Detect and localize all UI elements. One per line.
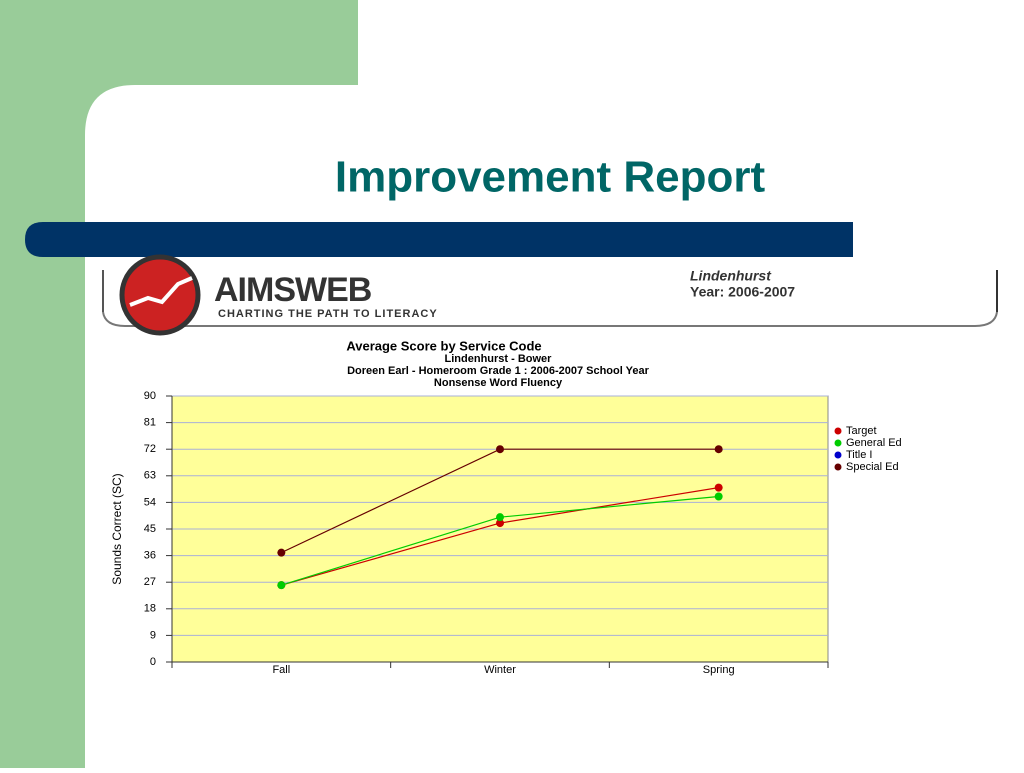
data-point [496, 519, 504, 528]
y-tick-label: 90 [144, 390, 156, 402]
legend-label: Target [846, 425, 877, 437]
logo-mark [119, 254, 201, 336]
legend-marker [834, 439, 842, 447]
y-tick-label: 45 [144, 523, 156, 535]
y-tick-label: 36 [144, 550, 156, 562]
y-tick-label: 27 [144, 576, 156, 588]
data-point [714, 492, 723, 501]
data-point [277, 548, 286, 557]
logo-line [129, 276, 193, 307]
y-tick-label: 63 [144, 470, 156, 482]
legend-marker [834, 451, 842, 459]
y-tick-label: 72 [144, 443, 156, 455]
y-tick-label: 18 [144, 603, 156, 615]
legend-label: Title I [846, 449, 873, 461]
y-tick-label: 0 [150, 656, 156, 668]
year: Year: 2006-2007 [690, 284, 795, 300]
tagline: CHARTING THE PATH TO LITERACY [218, 308, 438, 320]
x-tick-label: Spring [703, 664, 735, 676]
y-tick-label: 9 [150, 629, 156, 641]
data-point [496, 445, 504, 454]
slide-title: Improvement Report [335, 153, 766, 202]
legend-marker [834, 427, 842, 435]
data-point [714, 483, 723, 492]
y-axis-label: Sounds Correct (SC) [110, 473, 124, 584]
district: Lindenhurst [690, 268, 772, 284]
header-curve [102, 311, 998, 327]
legend-marker [834, 463, 842, 471]
y-tick-label: 54 [144, 496, 156, 508]
logo-text: AIMSWEB [214, 271, 372, 309]
data-point [496, 513, 504, 522]
title-bar [25, 222, 853, 257]
data-point [277, 581, 286, 590]
chart: Average Score by Service CodeLindenhurst… [110, 338, 901, 675]
x-tick-label: Fall [272, 664, 290, 676]
data-point [714, 445, 723, 454]
y-tick-label: 81 [144, 417, 156, 429]
legend-label: General Ed [846, 437, 902, 449]
chart-title: Average Score by Service Code [346, 338, 541, 353]
x-tick-label: Winter [484, 664, 516, 676]
legend-label: Special Ed [846, 461, 899, 473]
chart-subtitle: Nonsense Word Fluency [434, 377, 563, 389]
chart-subtitle: Lindenhurst - Bower [445, 353, 553, 365]
header-box: AIMSWEB CHARTING THE PATH TO LITERACY Li… [102, 254, 998, 336]
chart-subtitle: Doreen Earl - Homeroom Grade 1 : 2006-20… [347, 365, 650, 377]
